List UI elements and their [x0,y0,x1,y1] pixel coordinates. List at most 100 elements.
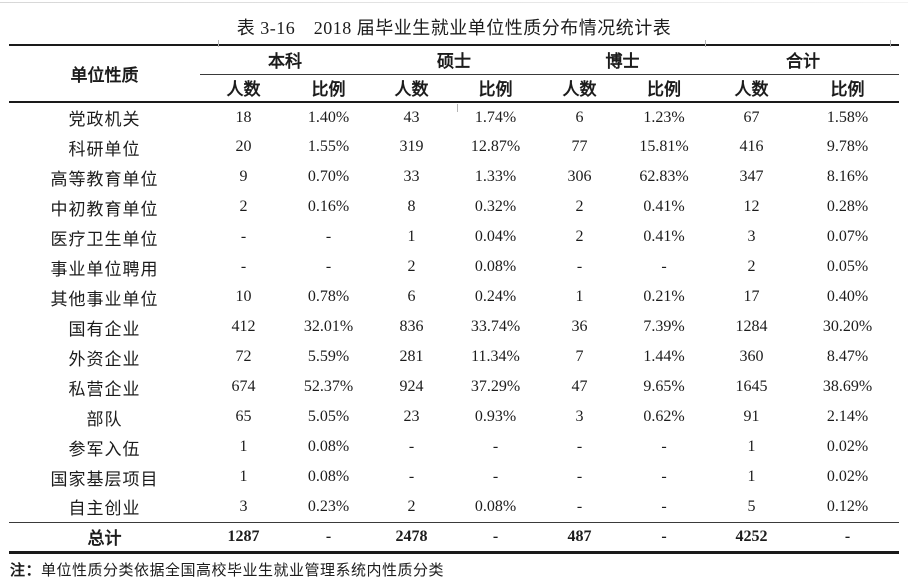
cell-value: 30.20% [822,318,873,335]
table-title: 表 3-16 2018 届毕业生就业单位性质分布情况统计表 [236,18,672,38]
row-label: 国有企业 [68,319,141,339]
cell-value: - [325,228,332,245]
cell-value: 306 [567,168,592,185]
employment-unit-stats-table: 单位性质 本科 硕士 博士 合计 人数 比例 人数 比例 人数 比例 人数 比例… [9,44,899,554]
cell-value: 924 [399,378,424,395]
cell-value: 37.29% [470,378,521,395]
table-row: 高等教育单位 9 0.70% 33 1.33% 306 62.83% 347 8… [9,162,899,192]
table-row: 国家基层项目 1 0.08% - - - - 1 0.02% [9,462,899,492]
table-row: 自主创业 3 0.23% 2 0.08% - - 5 0.12% [9,492,899,522]
cell-value: 20 [235,138,252,155]
cell-value: 2.14% [826,408,869,425]
cell-value: 17 [743,288,760,305]
total-cell: - [453,521,538,552]
total-cell: 2478 [370,521,453,552]
cell-value: 0.41% [643,228,685,245]
cell-value: 2 [747,258,756,275]
cell-value: 1 [407,228,416,245]
cell-value: 12 [743,198,760,215]
table-row: 其他事业单位 10 0.78% 6 0.24% 1 0.21% 17 0.40% [9,282,899,312]
table-row: 私营企业 674 52.37% 924 37.29% 47 9.65% 1645… [9,372,899,402]
cell-value: 52.37% [303,378,354,395]
cell-value: 47 [571,378,588,395]
cell-value: 23 [403,408,420,425]
cell-value: - [492,468,499,485]
cell-value: - [408,468,415,485]
cell-value: 0.04% [474,228,517,245]
cell-value: 2 [407,497,416,515]
total-cell: - [621,521,707,552]
row-label: 党政机关 [68,110,141,129]
table-row: 外资企业 72 5.59% 281 11.34% 7 1.44% 360 8.4… [9,342,899,372]
cell-value: 1 [747,468,756,485]
cell-value: 0.28% [826,198,869,215]
cell-value: 360 [739,348,764,365]
subheader-count-doctor: 人数 [538,74,621,103]
cell-value: 0.32% [474,198,517,215]
total-row: 总计 1287 - 2478 - 487 - 4252 - [9,521,899,552]
cell-value: 0.62% [643,408,685,425]
cell-value: 0.41% [643,198,685,215]
cell-value: 1.58% [826,108,869,126]
cell-value: 0.05% [826,258,869,275]
cell-value: 0.78% [307,288,350,305]
cell-value: 2 [239,198,248,215]
cell-value: 77 [571,138,588,155]
border-artifact-tick [218,40,219,47]
cell-value: 5 [747,497,756,515]
cell-value: 10 [235,288,252,305]
cell-value: 0.16% [307,198,350,215]
border-artifact-tick [890,40,891,47]
cell-value: 72 [235,348,252,365]
cell-value: - [240,228,247,245]
cell-value: 8.47% [826,348,869,365]
row-label: 国家基层项目 [50,469,159,489]
table-row: 部队 65 5.05% 23 0.93% 3 0.62% 91 2.14% [9,402,899,432]
cell-value: 3 [747,228,756,245]
cell-value: 1.40% [307,108,350,126]
cell-value: - [661,468,667,485]
cell-value: 32.01% [303,318,354,335]
row-label: 中初教育单位 [50,199,159,219]
cell-value: 91 [743,408,760,425]
cell-value: 7 [575,348,584,365]
subheader-ratio-doctor: 比例 [621,74,707,103]
cell-value: 0.08% [474,258,517,275]
cell-value: 3 [239,497,248,515]
row-label: 参军入伍 [68,439,141,459]
cell-value: 1 [239,438,248,455]
cell-value: 319 [399,138,424,155]
table-row: 科研单位 20 1.55% 319 12.87% 77 15.81% 416 9… [9,132,899,162]
cell-value: 0.21% [643,288,685,305]
row-label: 事业单位聘用 [50,259,159,279]
cell-value: - [576,258,583,275]
row-label: 高等教育单位 [50,169,159,189]
cell-value: 0.70% [307,168,350,185]
table-row: 中初教育单位 2 0.16% 8 0.32% 2 0.41% 12 0.28% [9,192,899,222]
border-artifact-tick [705,40,706,47]
cell-value: 1.74% [474,108,517,126]
cell-value: 1.55% [307,138,350,155]
cell-value: 1284 [735,318,768,335]
row-label: 自主创业 [68,499,141,519]
subheader-ratio-total: 比例 [796,74,899,103]
total-cell: 1287 [200,521,287,552]
row-label: 外资企业 [68,349,141,369]
group-header-doctor: 博士 [538,45,707,75]
cell-value: 0.07% [826,228,869,245]
cell-value: 1 [575,288,584,305]
total-cell: - [287,521,370,552]
cell-value: 674 [231,378,256,395]
cell-value: 281 [399,348,424,365]
table-body: 党政机关 18 1.40% 43 1.74% 6 1.23% 67 1.58% … [9,102,899,522]
cell-value: 0.24% [474,288,517,305]
cell-value: 33 [403,168,420,185]
cell-value: 33.74% [470,318,521,335]
cell-value: - [576,468,583,485]
cell-value: 6 [407,288,416,305]
row-label: 医疗卫生单位 [50,229,159,249]
row-label: 科研单位 [68,139,141,159]
cell-value: 15.81% [639,138,689,155]
cell-value: 18 [235,108,252,126]
